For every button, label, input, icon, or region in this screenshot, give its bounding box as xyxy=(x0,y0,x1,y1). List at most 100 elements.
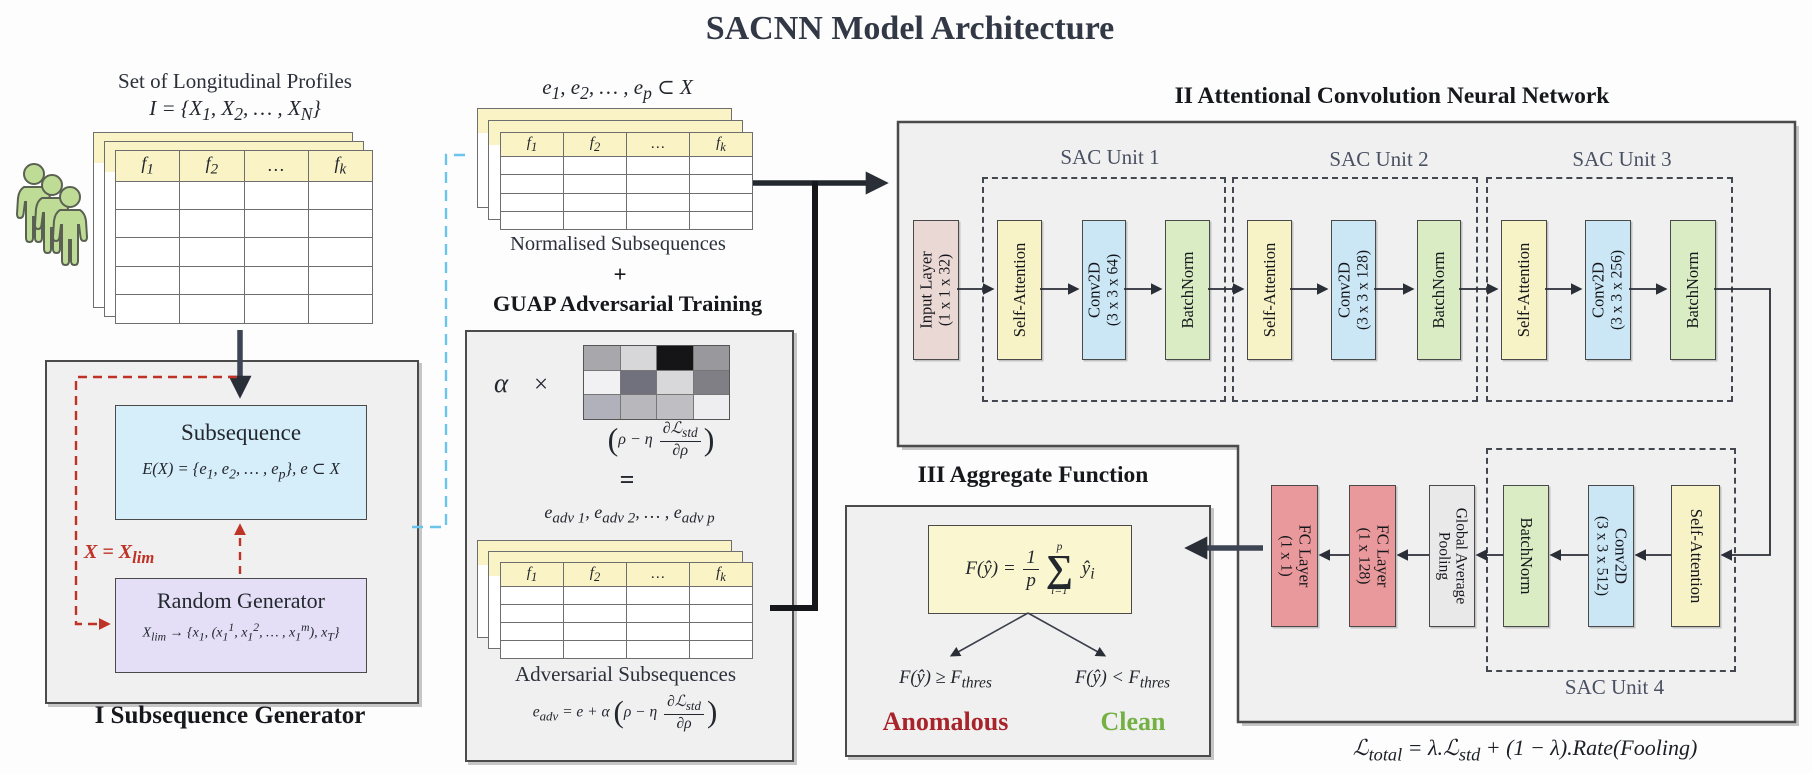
table-cell xyxy=(689,192,753,212)
layer-dims: (1 x 1 x 32) xyxy=(937,253,954,327)
layer-label: Conv2D xyxy=(1084,262,1104,318)
table-cell xyxy=(114,237,181,267)
table-cell xyxy=(114,265,181,296)
table-cell xyxy=(563,192,627,212)
col-header: fk xyxy=(307,150,374,182)
table-cell xyxy=(563,604,627,623)
table-cell xyxy=(626,192,690,212)
plus-sign: + xyxy=(613,262,627,287)
perturbation-grid xyxy=(583,345,730,420)
subset-formula: e1, e2, … , ep ⊂ X xyxy=(542,75,693,104)
table-cell xyxy=(626,586,690,605)
conv2d-box-4: Conv2D (3 x 3 x 512) xyxy=(1588,485,1634,627)
layer-label: BatchNorm xyxy=(1682,251,1702,329)
condition-anomalous: F(ŷ) ≥ Fthres xyxy=(899,668,992,692)
times-symbol: × xyxy=(534,371,549,398)
table-cell xyxy=(689,174,753,194)
layer-dims: (3 x 3 x 128) xyxy=(1354,249,1372,331)
sac-unit4-label: SAC Unit 4 xyxy=(1564,675,1665,699)
col-header: fk xyxy=(689,562,753,587)
grid-cell xyxy=(584,346,620,370)
fc-layer-128-box: FC Layer (1 x 128) xyxy=(1349,485,1396,627)
table-cell xyxy=(179,265,245,296)
subsequence-generator-label: I Subsequence Generator xyxy=(94,702,366,729)
table-cell xyxy=(179,180,245,211)
profiles-label: Set of Longitudinal Profiles xyxy=(118,69,352,93)
layer-label: FC Layer xyxy=(1294,524,1314,588)
conv2d-box-1: Conv2D (3 x 3 x 64) xyxy=(1082,220,1126,360)
table-cell xyxy=(243,265,309,296)
self-attention-box-3: Self-Attention xyxy=(1501,220,1547,360)
table-cell xyxy=(114,208,181,239)
guap-title: GUAP Adversarial Training xyxy=(492,291,763,316)
batchnorm-box-4: BatchNorm xyxy=(1503,485,1549,627)
table-cell xyxy=(563,156,627,176)
clean-label: Clean xyxy=(1100,707,1166,736)
grid-cell xyxy=(620,370,656,395)
table-cell xyxy=(626,174,690,194)
layer-dims: (3 x 3 x 512) xyxy=(1593,515,1610,597)
table-cell xyxy=(500,622,564,641)
perturb-formula: (ρ − η ∂ℒstd ∂ρ) xyxy=(607,420,715,460)
table-cell xyxy=(563,174,627,194)
table-cell xyxy=(243,294,309,324)
subsequence-box: Subsequence E(X) = {e1, e2, … , ep}, e ⊂… xyxy=(115,405,367,520)
input-layer-box: Input Layer (1 x 1 x 32) xyxy=(913,220,959,360)
profiles-table-grid: f1 f2 … fk xyxy=(114,150,374,324)
table-cell xyxy=(689,622,753,641)
alpha-symbol: α xyxy=(494,368,509,398)
grid-cell xyxy=(693,395,729,419)
col-header: fk xyxy=(689,131,753,158)
table-cell xyxy=(500,174,564,194)
acnn-title: II Attentional Convolution Neural Networ… xyxy=(1174,83,1610,109)
grid-cell xyxy=(620,346,656,370)
col-header: … xyxy=(626,131,690,158)
table-cell xyxy=(500,156,564,176)
sac-unit1-label: SAC Unit 1 xyxy=(1060,145,1160,169)
layer-dims: (1 x 128) xyxy=(1354,527,1372,585)
batchnorm-box-3: BatchNorm xyxy=(1670,220,1716,360)
layer-label: Pooling xyxy=(1435,531,1452,581)
aggregate-formula: F(ŷ) = 1 p p ∑ i=1 ŷi xyxy=(965,540,1095,597)
page-title: SACNN Model Architecture xyxy=(705,10,1115,47)
grid-cell xyxy=(584,370,620,395)
table-cell xyxy=(307,180,374,211)
table-cell xyxy=(307,208,374,239)
layer-dims: (1 x 1) xyxy=(1276,535,1294,577)
table-cell xyxy=(626,210,690,231)
table-cell xyxy=(114,294,181,324)
adversarial-label: Adversarial Subsequences xyxy=(514,662,736,686)
table-cell xyxy=(500,604,564,623)
table-cell xyxy=(689,640,753,659)
table-cell xyxy=(307,265,374,296)
sac-unit3-label: SAC Unit 3 xyxy=(1572,147,1672,171)
normalised-table: f1 f2 … fk xyxy=(500,131,753,231)
layer-label: Conv2D xyxy=(1334,262,1354,318)
table-cell xyxy=(689,604,753,623)
anomalous-label: Anomalous xyxy=(882,707,1009,736)
subsequence-title: Subsequence xyxy=(180,420,302,445)
normalised-table-grid: f1 f2 … fk xyxy=(500,131,753,231)
profiles-table: f1 f2 … fk xyxy=(114,150,374,324)
layer-label: Conv2D xyxy=(1588,262,1608,318)
table-cell xyxy=(689,210,753,231)
grid-cell xyxy=(657,395,693,419)
aggregate-formula-box: F(ŷ) = 1 p p ∑ i=1 ŷi xyxy=(928,525,1132,614)
layer-label: BatchNorm xyxy=(1428,251,1448,329)
adv-sequence-formula: eadv 1, eadv 2, … , eadv p xyxy=(544,502,715,527)
table-cell xyxy=(689,586,753,605)
layer-dims: (3 x 3 x 256) xyxy=(1609,249,1626,331)
table-cell xyxy=(563,640,627,659)
self-attention-box-1: Self-Attention xyxy=(997,220,1042,360)
layer-label: Input Layer xyxy=(916,251,936,329)
grid-cell xyxy=(620,395,656,419)
global-average-pooling-box: Global Average Pooling xyxy=(1429,485,1475,627)
table-cell xyxy=(243,180,309,211)
table-cell xyxy=(500,210,564,231)
table-cell xyxy=(179,208,245,239)
self-attention-box-2: Self-Attention xyxy=(1247,220,1292,360)
batchnorm-box-2: BatchNorm xyxy=(1417,220,1461,360)
conv2d-box-3: Conv2D (3 x 3 x 256) xyxy=(1585,220,1631,360)
adversarial-table: f1 f2 … fk xyxy=(500,562,753,659)
